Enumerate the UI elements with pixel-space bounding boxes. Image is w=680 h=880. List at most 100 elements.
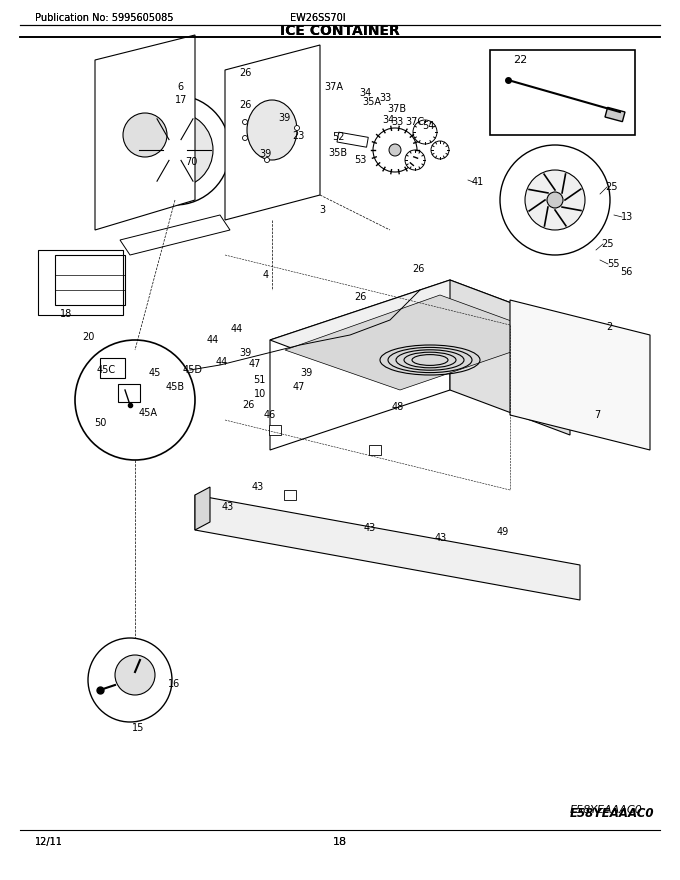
Text: 43: 43 bbox=[364, 523, 376, 533]
Circle shape bbox=[294, 126, 299, 130]
Text: 51: 51 bbox=[253, 375, 265, 385]
Polygon shape bbox=[195, 495, 580, 600]
Circle shape bbox=[123, 113, 167, 157]
Text: E58YEAAAC0: E58YEAAAC0 bbox=[570, 805, 643, 815]
Bar bbox=[118, 384, 140, 402]
Circle shape bbox=[75, 340, 195, 460]
Text: 39: 39 bbox=[239, 348, 251, 358]
Text: 35B: 35B bbox=[328, 148, 347, 158]
Circle shape bbox=[243, 120, 248, 124]
Text: 45A: 45A bbox=[139, 408, 158, 418]
Text: 39: 39 bbox=[278, 113, 290, 123]
Text: 34: 34 bbox=[382, 115, 394, 125]
Text: 12/11: 12/11 bbox=[35, 837, 63, 847]
Text: 54: 54 bbox=[422, 121, 435, 131]
Text: 39: 39 bbox=[259, 149, 271, 159]
Text: 13: 13 bbox=[621, 212, 633, 222]
Polygon shape bbox=[195, 487, 210, 530]
Text: 53: 53 bbox=[354, 155, 367, 165]
Text: 7: 7 bbox=[594, 410, 600, 420]
Text: 26: 26 bbox=[239, 100, 251, 110]
Text: 6: 6 bbox=[177, 82, 183, 92]
Circle shape bbox=[163, 138, 187, 162]
Text: 37C: 37C bbox=[405, 117, 424, 127]
Polygon shape bbox=[120, 215, 230, 255]
Text: 15: 15 bbox=[132, 723, 144, 733]
Text: 44: 44 bbox=[207, 335, 219, 345]
Circle shape bbox=[265, 158, 269, 163]
Text: 37A: 37A bbox=[324, 82, 343, 92]
Text: ICE CONTAINER: ICE CONTAINER bbox=[280, 24, 400, 38]
Circle shape bbox=[405, 150, 425, 170]
Polygon shape bbox=[285, 295, 555, 390]
Text: E58YEAAAC0: E58YEAAAC0 bbox=[570, 806, 654, 819]
Text: 26: 26 bbox=[242, 400, 254, 410]
Bar bbox=[284, 490, 296, 500]
Polygon shape bbox=[450, 280, 570, 435]
Polygon shape bbox=[225, 45, 320, 220]
Text: 44: 44 bbox=[216, 357, 228, 367]
Text: 25: 25 bbox=[602, 239, 614, 249]
Text: 18: 18 bbox=[333, 837, 347, 847]
Text: 23: 23 bbox=[292, 131, 304, 141]
Ellipse shape bbox=[247, 100, 297, 160]
Circle shape bbox=[413, 120, 437, 144]
Text: 44: 44 bbox=[231, 324, 243, 334]
Text: 17: 17 bbox=[175, 95, 187, 105]
Circle shape bbox=[389, 144, 401, 156]
Circle shape bbox=[88, 638, 172, 722]
Polygon shape bbox=[95, 35, 195, 230]
Text: 43: 43 bbox=[435, 533, 447, 543]
Bar bbox=[269, 425, 281, 435]
Text: 26: 26 bbox=[354, 292, 367, 302]
Text: 2: 2 bbox=[606, 322, 612, 332]
Polygon shape bbox=[510, 300, 650, 450]
Text: 25: 25 bbox=[606, 182, 618, 192]
Text: 43: 43 bbox=[222, 502, 234, 512]
Text: 18: 18 bbox=[333, 837, 347, 847]
Circle shape bbox=[431, 141, 449, 159]
Text: 70: 70 bbox=[185, 157, 197, 167]
Bar bbox=[337, 132, 369, 147]
Text: 45: 45 bbox=[149, 368, 161, 378]
Text: Publication No: 5995605085: Publication No: 5995605085 bbox=[35, 13, 173, 23]
Text: 26: 26 bbox=[239, 68, 251, 78]
Text: 33: 33 bbox=[379, 93, 391, 103]
Polygon shape bbox=[270, 280, 570, 385]
Text: 16: 16 bbox=[168, 679, 180, 689]
Circle shape bbox=[547, 192, 563, 208]
Text: EW26SS70I: EW26SS70I bbox=[290, 13, 345, 23]
Text: 47: 47 bbox=[249, 359, 261, 369]
Text: 20: 20 bbox=[82, 332, 95, 342]
Text: 45D: 45D bbox=[183, 365, 203, 375]
Text: 37B: 37B bbox=[388, 104, 407, 114]
Bar bbox=[490, 50, 635, 135]
Text: 55: 55 bbox=[607, 259, 619, 269]
Bar bbox=[55, 255, 125, 305]
Text: 18: 18 bbox=[60, 309, 72, 319]
Text: 50: 50 bbox=[94, 418, 106, 428]
Text: 34: 34 bbox=[359, 88, 371, 98]
Bar bbox=[100, 358, 125, 378]
Text: ICE CONTAINER: ICE CONTAINER bbox=[280, 24, 400, 38]
Text: 52: 52 bbox=[332, 132, 344, 142]
Text: 4: 4 bbox=[263, 270, 269, 280]
Text: 3: 3 bbox=[319, 205, 325, 215]
Text: 45C: 45C bbox=[97, 365, 116, 375]
Text: 56: 56 bbox=[619, 267, 632, 277]
Polygon shape bbox=[270, 280, 450, 450]
Text: 12/11: 12/11 bbox=[35, 837, 63, 847]
Circle shape bbox=[120, 95, 230, 205]
Text: Publication No: 5995605085: Publication No: 5995605085 bbox=[35, 13, 173, 23]
Bar bbox=[369, 445, 381, 455]
Text: 46: 46 bbox=[264, 410, 276, 420]
Text: EW26SS70I: EW26SS70I bbox=[290, 13, 345, 23]
Text: 39: 39 bbox=[300, 368, 312, 378]
Text: 26: 26 bbox=[412, 264, 424, 274]
Bar bbox=[38, 250, 123, 315]
Circle shape bbox=[373, 128, 417, 172]
Circle shape bbox=[243, 136, 248, 141]
Text: 45B: 45B bbox=[165, 382, 184, 392]
Bar bbox=[605, 107, 625, 121]
Circle shape bbox=[137, 112, 213, 188]
